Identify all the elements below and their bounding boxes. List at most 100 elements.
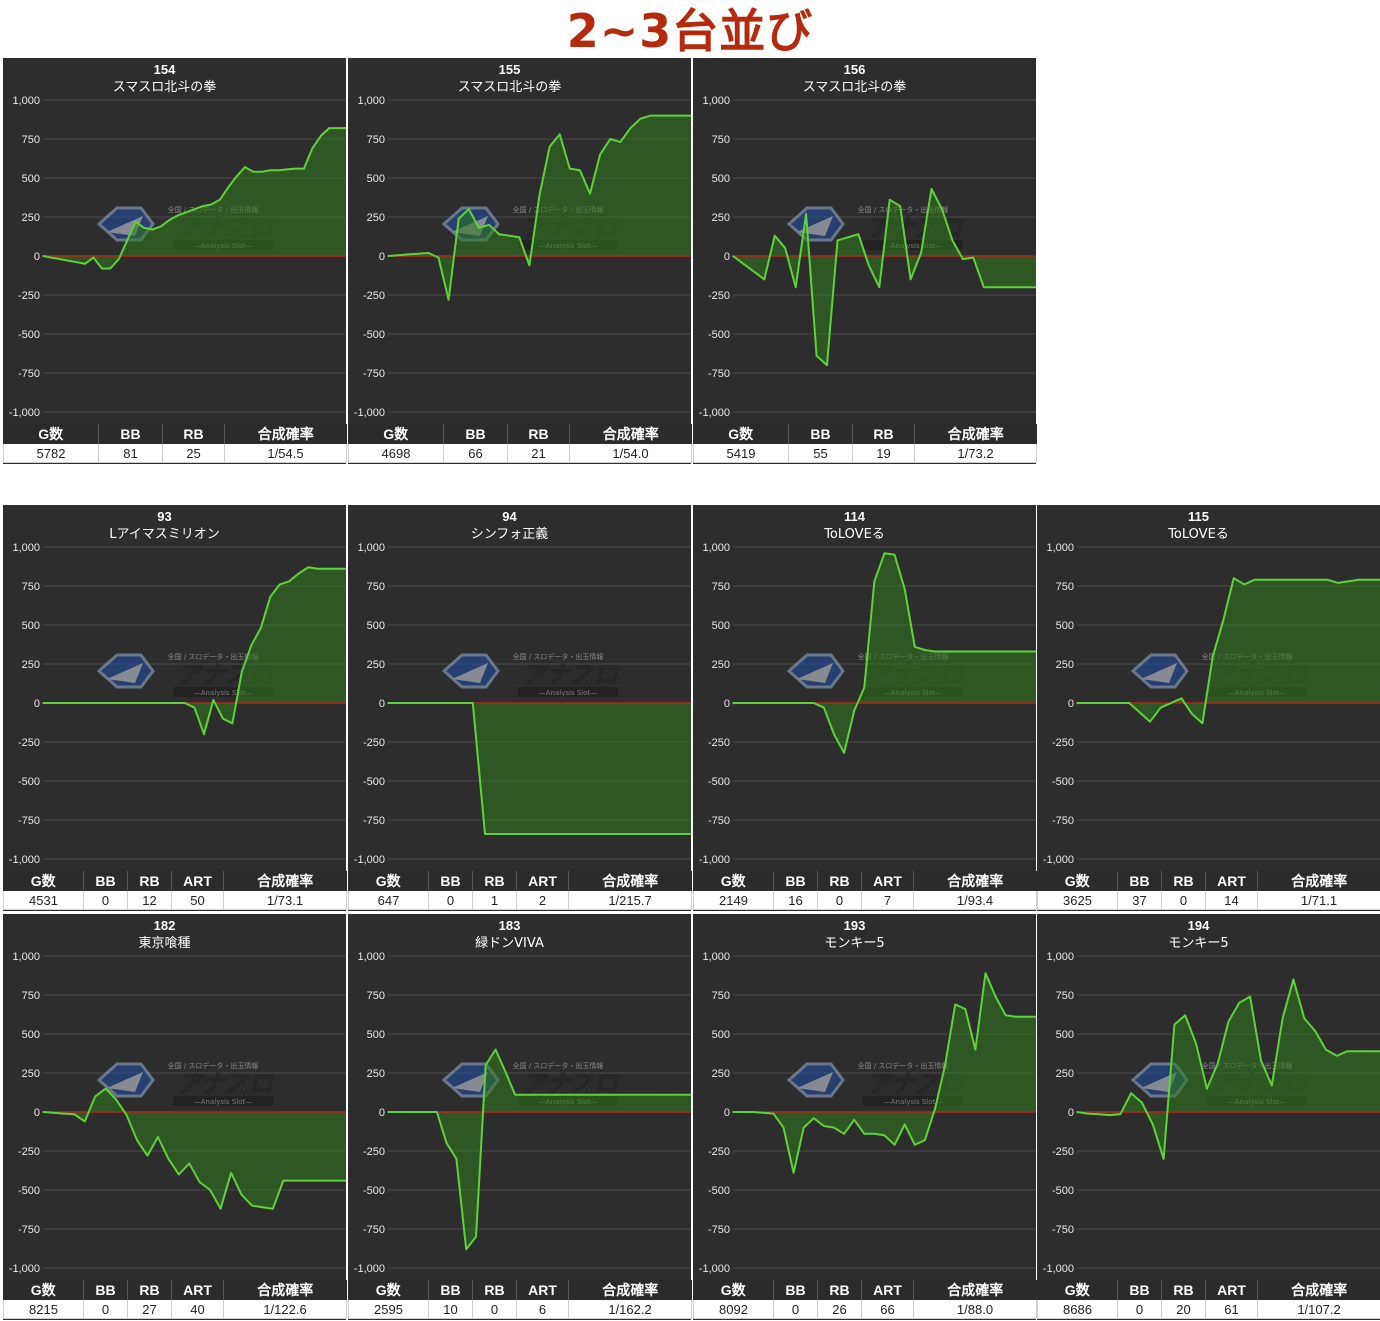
stats-table: G数 BB RB ART 合成確率 3625 37 0 14 1/71.1 [1037, 871, 1380, 910]
data-point [994, 650, 997, 653]
stats-header-rate: 合成確率 [913, 1280, 1037, 1300]
svg-text:全国 / スロデータ・出玉情報: 全国 / スロデータ・出玉情報 [858, 1061, 949, 1070]
stats-value-rate: 1/73.2 [914, 444, 1037, 463]
machine-number: 114 [844, 509, 866, 524]
svg-text:—Analysis Slot—: —Analysis Slot— [884, 242, 942, 250]
data-point [1253, 578, 1256, 581]
data-point [518, 236, 521, 239]
data-point [589, 192, 591, 195]
stats-header-bb: BB [428, 1280, 473, 1300]
stats-table: G数 BB RB ART 合成確率 647 0 1 2 1/215.7 [348, 871, 692, 910]
stats-header-rb: RB [817, 871, 862, 891]
y-tick-label: -750 [708, 1224, 730, 1236]
y-tick-label: -500 [708, 776, 730, 788]
data-point [823, 706, 825, 709]
y-tick-label: 0 [34, 698, 40, 710]
data-point [873, 1133, 876, 1135]
data-point [455, 1158, 458, 1160]
machine-chart: 93 Lアイマスミリオン 1,000 750 500 250 0 -250 -500 -750 -1… [9, 509, 346, 866]
data-point [1035, 1016, 1036, 1018]
data-point [457, 217, 460, 220]
y-tick-label: -500 [1052, 776, 1074, 788]
stats-header-rb: RB [1161, 871, 1206, 891]
data-point [732, 702, 734, 704]
y-tick-label: -1,000 [1043, 1263, 1074, 1275]
data-point [1015, 1016, 1017, 1018]
data-point [227, 186, 229, 189]
data-point [1368, 578, 1371, 581]
data-point [690, 833, 691, 835]
y-tick-label: 0 [724, 698, 730, 710]
data-point [445, 1142, 448, 1144]
y-tick-label: 250 [712, 212, 730, 224]
stats-value-rb: 21 [507, 444, 570, 463]
series-line [42, 1087, 346, 1210]
y-tick-label: -1,000 [699, 1263, 730, 1275]
y-tick-label: -250 [18, 290, 40, 302]
stats-value-bb: 10 [428, 1300, 473, 1319]
data-point [52, 1111, 55, 1114]
data-point [307, 566, 309, 569]
data-point [345, 1179, 346, 1182]
data-point [496, 833, 498, 835]
data-point [498, 233, 500, 235]
data-point [974, 1048, 977, 1051]
machine-number: 194 [1188, 918, 1210, 933]
data-point [1264, 578, 1266, 581]
data-point [520, 833, 523, 835]
svg-text:全国 / スロデータ・出玉情報: 全国 / スロデータ・出玉情報 [168, 1061, 259, 1070]
data-point [680, 114, 682, 117]
data-point [303, 1179, 306, 1182]
data-point [336, 127, 339, 129]
data-point [101, 267, 103, 270]
data-point [532, 833, 535, 835]
data-point [903, 1123, 906, 1126]
data-point [1117, 702, 1120, 704]
data-point [944, 1064, 946, 1066]
stats-header-bb: BB [83, 1280, 128, 1300]
data-point [61, 702, 63, 704]
svg-text:アナスロ: アナスロ [522, 661, 620, 689]
data-point [1035, 286, 1036, 288]
data-point [240, 1193, 243, 1196]
machine-chart-panel: 182 東京喰種 1,000 750 500 250 0 -250 -500 -750 -1,000… [3, 914, 347, 1320]
data-point [1151, 1123, 1154, 1126]
data-point [437, 256, 440, 259]
y-tick-label: 250 [1056, 659, 1074, 671]
data-point [251, 1204, 253, 1207]
data-point [127, 702, 130, 704]
data-point [903, 588, 906, 590]
stats-table: G数 BB RB 合成確率 5782 81 25 1/54.5 [3, 424, 347, 463]
y-tick-label: 0 [1068, 1107, 1074, 1119]
data-point [579, 169, 581, 171]
stats-header-rb: RB [162, 424, 225, 444]
y-tick-label: -750 [708, 815, 730, 827]
stats-header-rate: 合成確率 [914, 424, 1037, 444]
data-point [436, 1111, 438, 1113]
y-tick-label: -1,000 [354, 854, 385, 866]
stats-value-rate: 1/162.2 [568, 1300, 692, 1319]
data-point [1025, 650, 1027, 653]
y-tick-label: 500 [712, 173, 730, 185]
stats-header-bb: BB [1117, 871, 1162, 891]
y-tick-label: -500 [363, 329, 385, 341]
stats-value-art: 61 [1205, 1300, 1258, 1319]
data-point [772, 1112, 775, 1115]
data-point [261, 170, 263, 173]
stats-value-g: 4698 [348, 444, 444, 463]
data-point [125, 1114, 128, 1116]
y-tick-label: 250 [22, 659, 40, 671]
stats-table: G数 BB RB ART 合成確率 4531 0 12 50 1/73.1 [3, 871, 347, 910]
data-point [465, 1248, 467, 1251]
data-point [75, 261, 78, 264]
machine-chart: 193 モンキー5 1,000 750 500 250 0 -250 -500 -750 -1,00… [699, 918, 1036, 1275]
data-point [920, 252, 922, 254]
y-tick-label: 500 [367, 1029, 385, 1041]
y-tick-label: -750 [18, 1224, 40, 1236]
data-point [815, 355, 818, 357]
machine-name: シンフォ正義 [471, 526, 549, 542]
y-tick-label: -750 [1052, 1224, 1074, 1236]
data-point [974, 650, 977, 653]
data-point [261, 1206, 264, 1208]
data-point [387, 255, 389, 257]
